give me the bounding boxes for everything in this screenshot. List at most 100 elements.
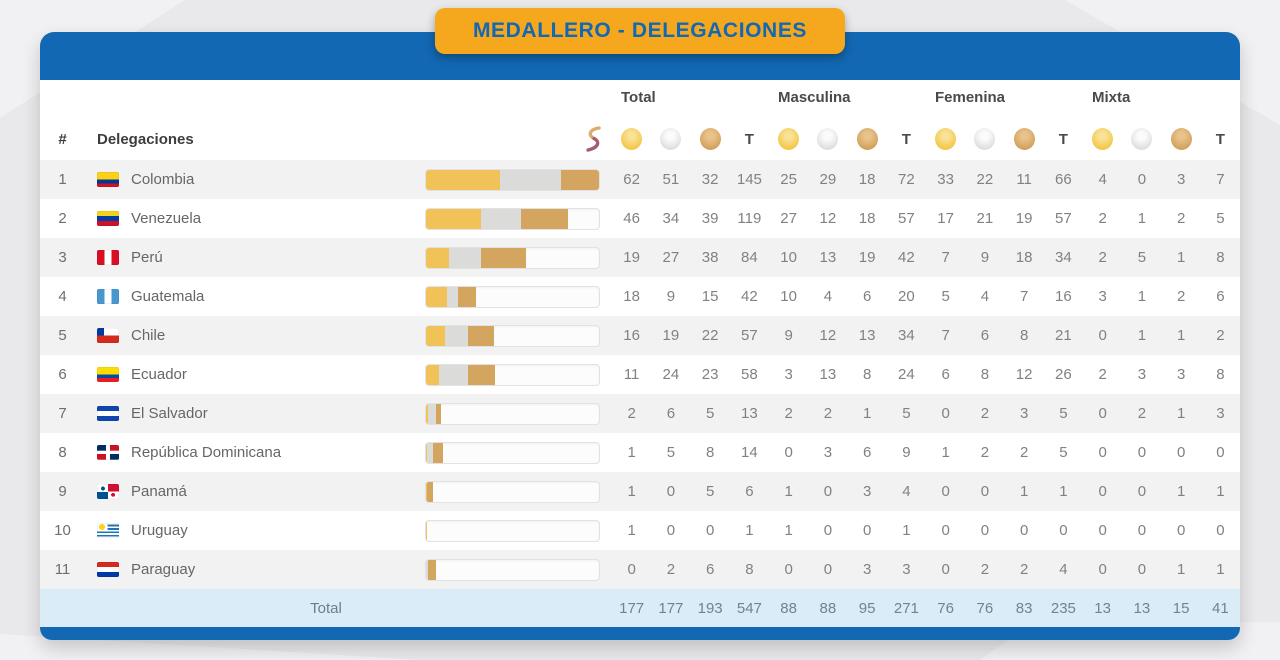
medal-count-cell: 41: [1212, 599, 1229, 617]
medal-count-cell: 0: [1137, 483, 1147, 500]
medal-count-cell: 8: [705, 444, 715, 461]
medal-count-cell: 2: [1216, 327, 1225, 344]
medal-count-cell: 1: [1137, 327, 1147, 344]
medal-count-cell: 12: [819, 327, 837, 344]
table-row[interactable]: 7 El Salvador 2 6 5 13 2 2 1 5 0 2 3 5 0 2 1 3: [40, 394, 1240, 433]
medal-count-cell: 4: [1098, 171, 1107, 188]
medal-count-cell: 0: [1137, 444, 1147, 461]
medal-count-cell: 6: [745, 483, 754, 500]
bronze-bar-segment: [521, 208, 568, 229]
medal-count-cell: 42: [898, 249, 915, 266]
medal-count-cell: 15: [701, 288, 719, 305]
silver-bar-segment: [499, 169, 561, 190]
total-row-label: Total: [310, 599, 342, 617]
medal-count-cell: 7: [1216, 171, 1225, 188]
table-row[interactable]: 5 Chile 16 19 22 57 9 12 13 34 7 6 8 21 0 1 1 2: [40, 316, 1240, 355]
medal-count-cell: 2: [980, 444, 990, 461]
medal-count-cell: 8: [1019, 327, 1029, 344]
medal-count-cell: 1: [1137, 210, 1147, 227]
medal-count-cell: 6: [862, 288, 872, 305]
medal-count-cell: 0: [666, 522, 676, 539]
medal-count-cell: 18: [858, 210, 876, 227]
medal-count-cell: 34: [898, 327, 915, 344]
medal-count-cell: 57: [1055, 210, 1072, 227]
medal-bar: [425, 519, 600, 542]
medal-count-cell: 235: [1050, 599, 1076, 617]
medal-count-cell: 27: [662, 249, 680, 266]
medal-count-cell: 2: [666, 561, 676, 578]
table-row[interactable]: 8 República Dominicana 1 5 8 14 0 3 6 9 1 2 2 5 0 0 0 0: [40, 433, 1240, 472]
country-flag-icon: [97, 250, 119, 265]
medal-count-cell: 11: [623, 366, 640, 383]
medal-count-cell: 2: [784, 405, 793, 422]
medal-count-cell: 145: [736, 171, 762, 188]
medal-count-cell: 4: [1059, 561, 1068, 578]
medal-count-cell: 7: [1019, 288, 1029, 305]
table-row[interactable]: 3 Perú 19 27 38 84 10 13 19 42 7 9 18 34 2 5 1 8: [40, 238, 1240, 277]
medal-count-cell: 5: [941, 288, 950, 305]
country-name: Venezuela: [131, 210, 202, 227]
medal-count-cell: 9: [902, 444, 911, 461]
medal-count-cell: 1: [1176, 561, 1186, 578]
medal-count-cell: 57: [898, 210, 915, 227]
medal-count-cell: 12: [1015, 366, 1033, 383]
table-row[interactable]: 9 Panamá 1 0 5 6 1 0 3 4 0 0 1 1 0 0 1 1: [40, 472, 1240, 511]
medal-count-cell: 5: [1059, 405, 1068, 422]
medal-count-cell: 4: [902, 483, 911, 500]
medal-count-cell: 0: [1216, 444, 1225, 461]
medal-count-cell: 22: [976, 171, 994, 188]
medal-count-cell: 38: [701, 249, 719, 266]
medal-count-cell: 1: [1176, 249, 1186, 266]
medal-count-cell: 0: [823, 561, 833, 578]
delegation-column-header: Delegaciones: [97, 130, 194, 148]
gold-bar-segment: [426, 520, 428, 541]
country-name: Ecuador: [131, 366, 187, 383]
rank-cell: 6: [58, 366, 67, 383]
medal-count-cell: 1: [627, 483, 636, 500]
medal-count-cell: 39: [701, 210, 719, 227]
gold-bar-segment: [426, 325, 446, 346]
medal-count-cell: 0: [941, 405, 950, 422]
medal-count-cell: 1: [627, 522, 636, 539]
country-name: Panamá: [131, 483, 187, 500]
gold-bar-segment: [426, 403, 429, 424]
medal-count-cell: 1: [627, 444, 636, 461]
table-row[interactable]: 4 Guatemala 18 9 15 42 10 4 6 20 5 4 7 16 3 1 2 6: [40, 277, 1240, 316]
table-row[interactable]: 1 Colombia 62 51 32 145 25 29 18 72 33 22 11 66 4 0 3 7: [40, 160, 1240, 199]
medal-count-cell: 2: [1137, 405, 1147, 422]
bronze-bar-segment: [467, 364, 496, 385]
country-flag-icon: [97, 562, 119, 577]
medal-count-cell: 1: [941, 444, 950, 461]
medal-count-cell: 1: [902, 522, 911, 539]
medal-count-cell: 6: [980, 327, 990, 344]
gold-bar-segment: [426, 169, 500, 190]
medal-count-cell: 5: [705, 483, 715, 500]
medal-count-cell: 5: [705, 405, 715, 422]
medal-count-cell: 19: [623, 249, 640, 266]
medal-count-cell: 0: [823, 483, 833, 500]
table-row[interactable]: 6 Ecuador 11 24 23 58 3 13 8 24 6 8 12 26 2 3 3 8: [40, 355, 1240, 394]
medal-count-cell: 58: [741, 366, 758, 383]
medal-count-cell: 0: [823, 522, 833, 539]
gold-bar-segment: [426, 286, 448, 307]
medal-count-cell: 0: [784, 561, 793, 578]
medal-count-cell: 22: [701, 327, 719, 344]
rank-cell: 9: [58, 483, 67, 500]
medal-count-cell: 5: [666, 444, 676, 461]
table-row[interactable]: 2 Venezuela 46 34 39 119 27 12 18 57 17 21 19 57 2 1 2…: [40, 199, 1240, 238]
medal-count-cell: 3: [862, 561, 872, 578]
silver-bar-segment: [480, 208, 522, 229]
medal-count-cell: 16: [1055, 288, 1072, 305]
medal-count-cell: 13: [1094, 599, 1111, 617]
medal-count-cell: 3: [862, 483, 872, 500]
medal-count-cell: 29: [819, 171, 837, 188]
medal-count-cell: 0: [1098, 483, 1107, 500]
medal-count-cell: 7: [941, 249, 950, 266]
rank-cell: 2: [58, 210, 67, 227]
card-footer-bar: [40, 627, 1240, 640]
medal-count-cell: 2: [1019, 561, 1029, 578]
column-header-row: # Delegaciones T T T: [40, 118, 1240, 160]
medal-count-cell: 0: [1216, 522, 1225, 539]
